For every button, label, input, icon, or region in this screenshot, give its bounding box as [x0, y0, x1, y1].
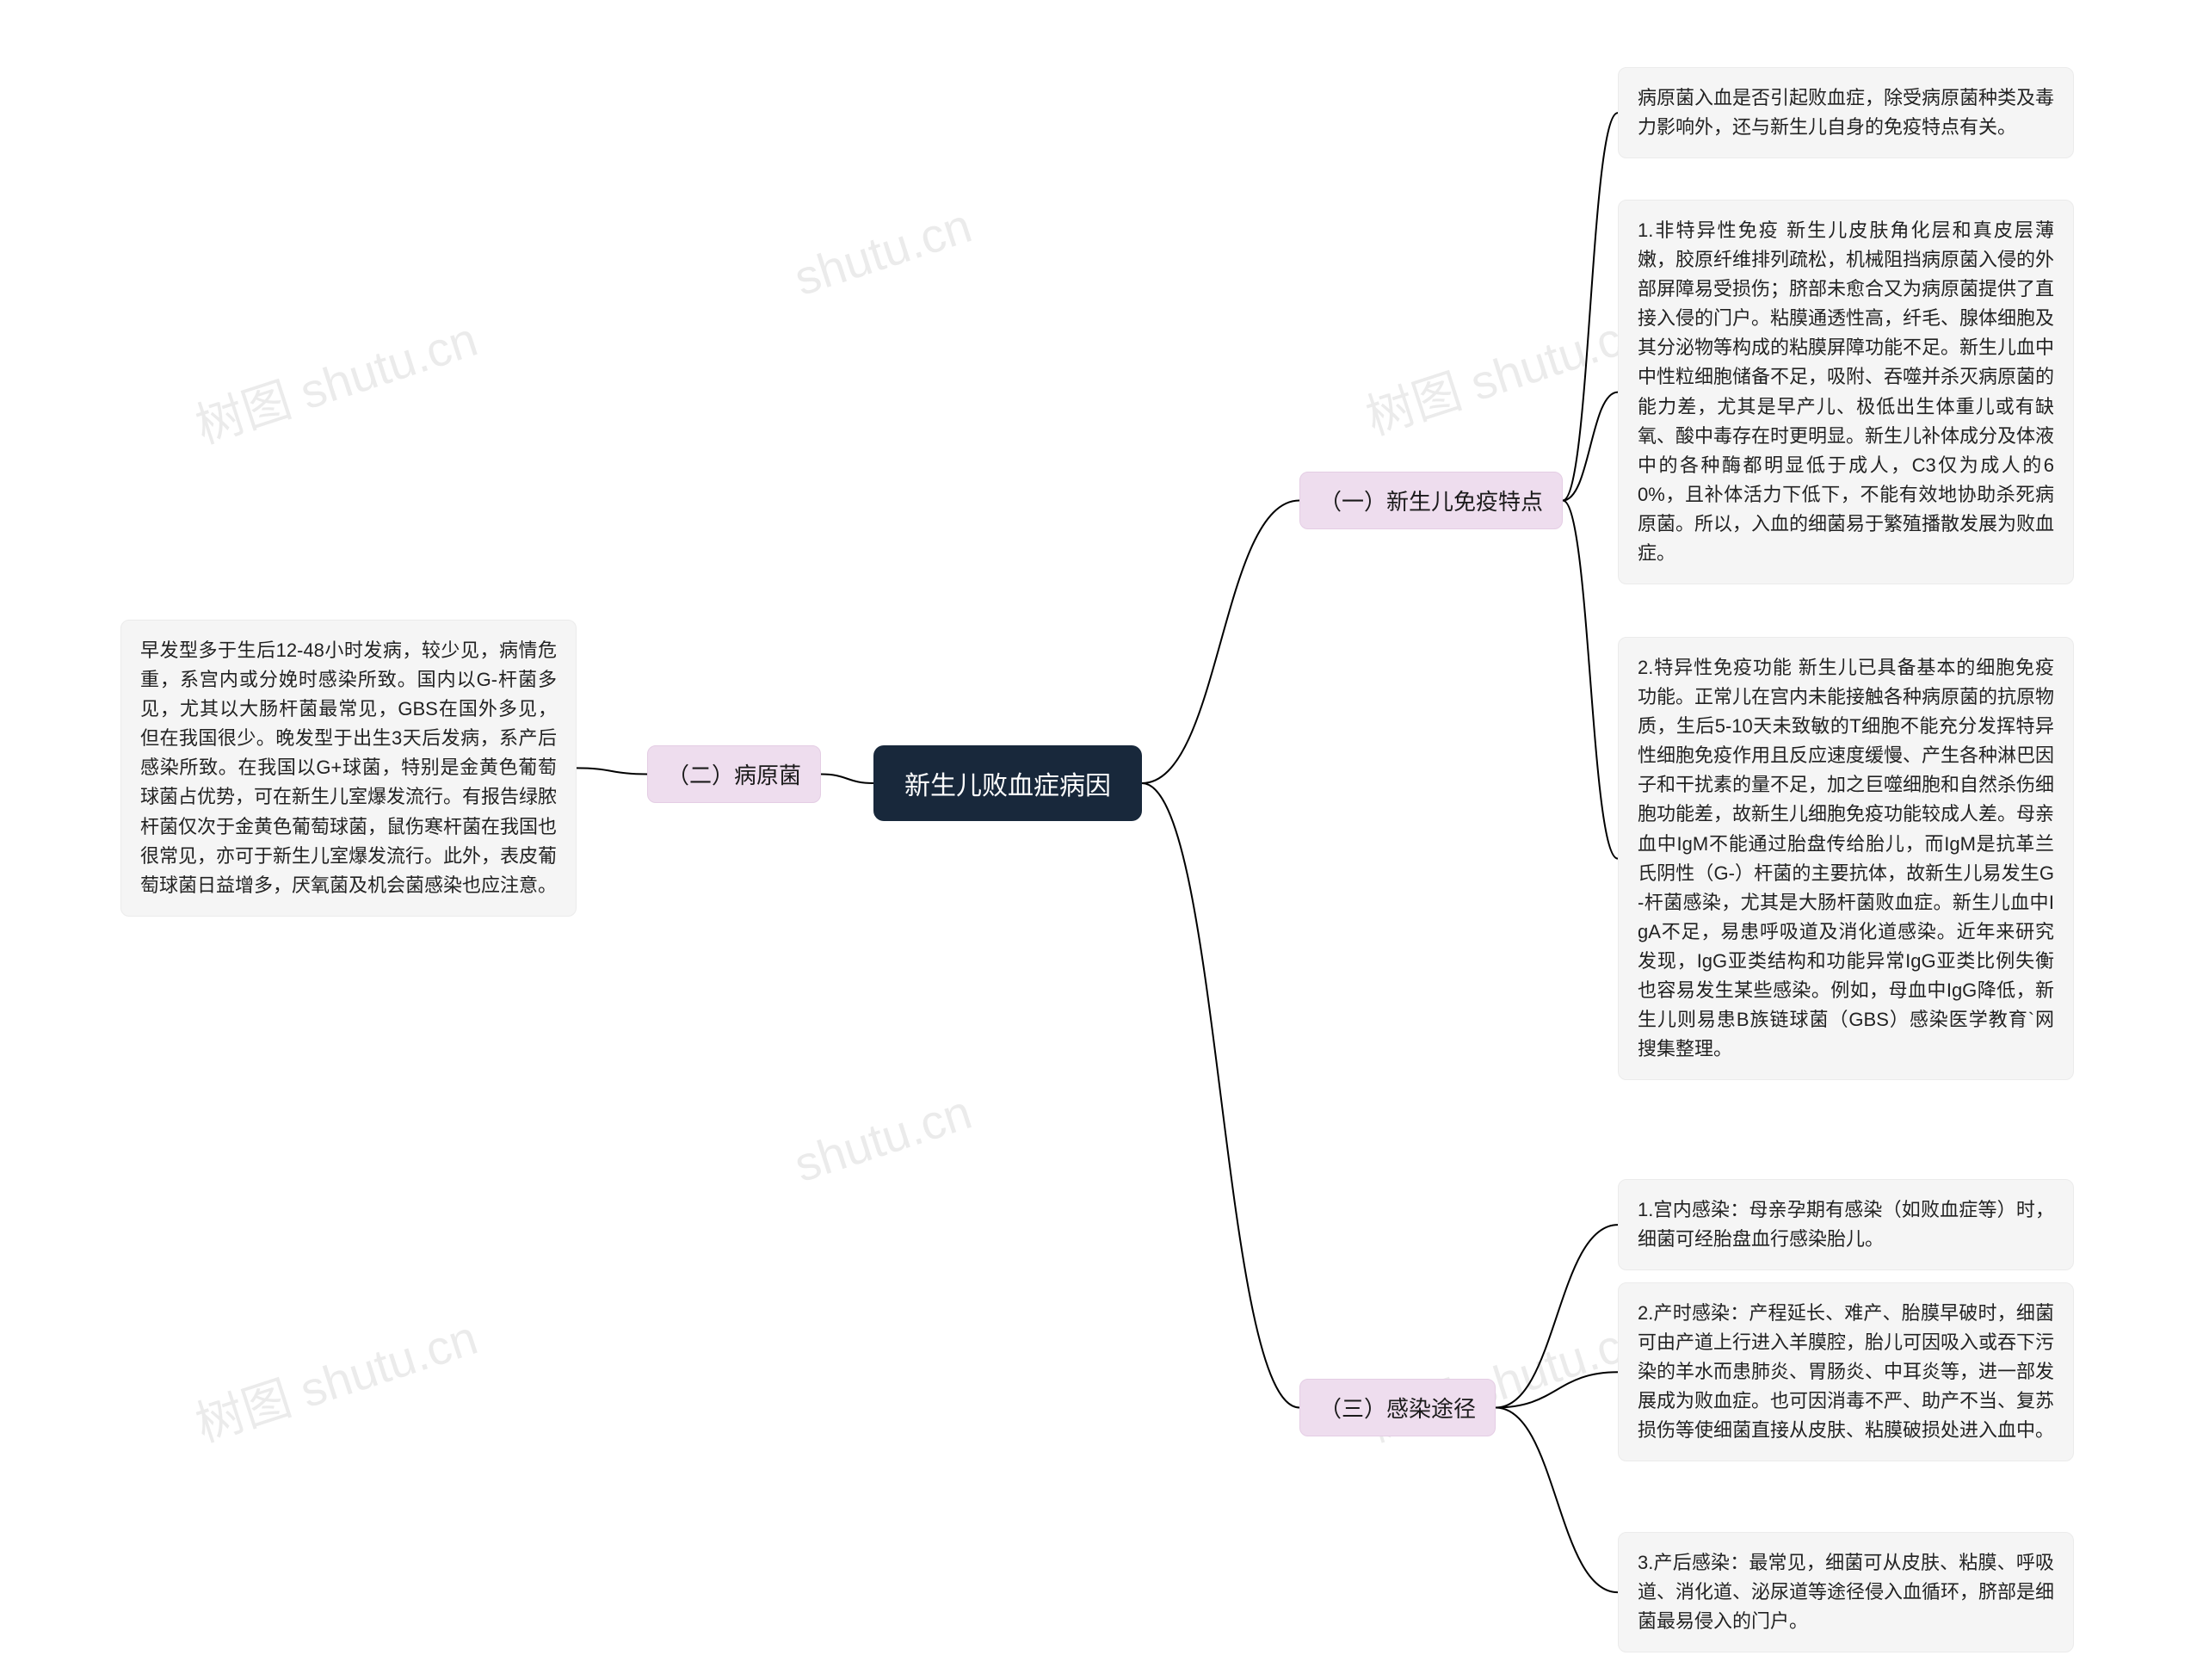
leaf-node-b3l2[interactable]: 2.产时感染：产程延长、难产、胎膜早破时，细菌可由产道上行进入羊膜腔，胎儿可因吸…	[1618, 1282, 2074, 1461]
edge	[821, 775, 873, 784]
edge	[1142, 783, 1299, 1408]
branch-node-b1[interactable]: （一）新生儿免疫特点	[1299, 472, 1563, 529]
leaf-node-b3l3[interactable]: 3.产后感染：最常见，细菌可从皮肤、粘膜、呼吸道、消化道、泌尿道等途径侵入血循环…	[1618, 1532, 2074, 1652]
edge	[1563, 113, 1618, 500]
branch-node-b2[interactable]: （二）病原菌	[647, 745, 821, 803]
edge	[1496, 1372, 1618, 1407]
leaf-node-b1l3[interactable]: 2.特异性免疫功能 新生儿已具备基本的细胞免疫功能。正常儿在宫内未能接触各种病原…	[1618, 637, 2074, 1080]
watermark: 树图 shutu.cn	[1356, 293, 1656, 449]
watermark: 树图 shutu.cn	[186, 1300, 485, 1456]
root-node[interactable]: 新生儿败血症病因	[873, 745, 1142, 821]
edge	[1142, 501, 1299, 784]
leaf-node-b3l1[interactable]: 1.宫内感染：母亲孕期有感染（如败血症等）时，细菌可经胎盘血行感染胎儿。	[1618, 1179, 2074, 1270]
leaf-node-b1l2[interactable]: 1.非特异性免疫 新生儿皮肤角化层和真皮层薄嫩，胶原纤维排列疏松，机械阻挡病原菌…	[1618, 200, 2074, 584]
mindmap-canvas: 新生儿败血症病因 树图 shutu.cn 树图 shutu.cn shutu.cn 树…	[0, 0, 2203, 1680]
edge	[1496, 1225, 1618, 1407]
branch-node-b3[interactable]: （三）感染途径	[1299, 1379, 1496, 1436]
watermark: shutu.cn	[787, 197, 978, 306]
watermark: shutu.cn	[787, 1084, 978, 1193]
edge	[1563, 392, 1618, 501]
edge	[577, 768, 647, 774]
edge	[1496, 1408, 1618, 1593]
edge	[1563, 501, 1618, 859]
leaf-node-b1l1[interactable]: 病原菌入血是否引起败血症，除受病原菌种类及毒力影响外，还与新生儿自身的免疫特点有…	[1618, 67, 2074, 158]
watermark: 树图 shutu.cn	[186, 301, 485, 458]
leaf-node-b2l1[interactable]: 早发型多于生后12-48小时发病，较少见，病情危重，系宫内或分娩时感染所致。国内…	[120, 620, 577, 917]
